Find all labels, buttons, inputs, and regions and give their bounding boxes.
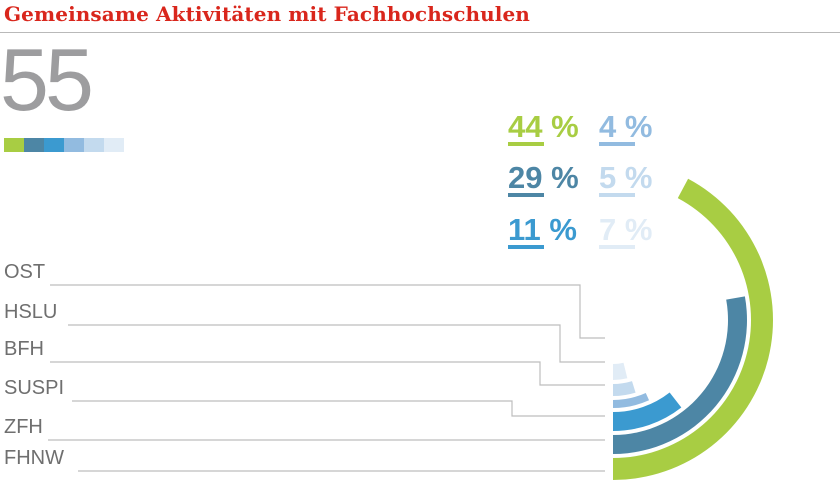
- percent-label: 7 %: [599, 212, 652, 247]
- percent-label: 44 %: [508, 109, 579, 144]
- percent-label: 11 %: [508, 212, 577, 247]
- category-label-suspi: SUSPI: [4, 377, 64, 399]
- percentage-legend: 44 % 29 % 11 % 4 % 5 % 7 %: [508, 109, 652, 249]
- color-key-swatch: [4, 138, 24, 152]
- percent-label: 4 %: [599, 109, 652, 144]
- category-label-ost: OST: [4, 261, 45, 283]
- percent-label: 5 %: [599, 160, 652, 195]
- connector-line-suspi: [72, 400, 605, 417]
- color-key-strip: [4, 138, 124, 152]
- color-key-swatch: [84, 138, 104, 152]
- percent-underline: [508, 193, 544, 197]
- arc-bfh: [613, 392, 650, 408]
- connector-line-ost: [50, 284, 605, 339]
- percent-underline: [599, 142, 635, 146]
- title-divider: [0, 32, 840, 33]
- category-label-zfh: ZFH: [4, 416, 43, 438]
- category-label-bfh: BFH: [4, 338, 44, 360]
- percent-underline: [508, 142, 544, 146]
- category-labels: OST HSLU BFH SUSPI ZFH FHNW: [4, 261, 64, 469]
- category-label-hslu: HSLU: [4, 301, 57, 323]
- arc-fhnw: [613, 178, 773, 480]
- percent-underline: [599, 245, 635, 249]
- connector-line-hslu: [68, 324, 605, 363]
- color-key-swatch: [64, 138, 84, 152]
- chart-title: Gemeinsame Aktivitäten mit Fachhochschul…: [4, 2, 530, 26]
- arc-hslu: [613, 381, 636, 396]
- percent-label: 29 %: [508, 160, 579, 195]
- connector-lines: [48, 284, 605, 472]
- arc-suspi: [613, 392, 682, 431]
- category-label-fhnw: FHNW: [4, 447, 64, 469]
- connector-line-bfh: [50, 361, 605, 386]
- percent-underline: [599, 193, 635, 197]
- arc-group: [613, 178, 773, 480]
- arc-zfh: [613, 296, 747, 454]
- percent-underline: [508, 245, 544, 249]
- color-key-swatch: [44, 138, 64, 152]
- total-count: 55: [0, 30, 94, 129]
- color-key-swatch: [104, 138, 124, 152]
- color-key-swatch: [24, 138, 44, 152]
- arc-ost: [613, 362, 628, 380]
